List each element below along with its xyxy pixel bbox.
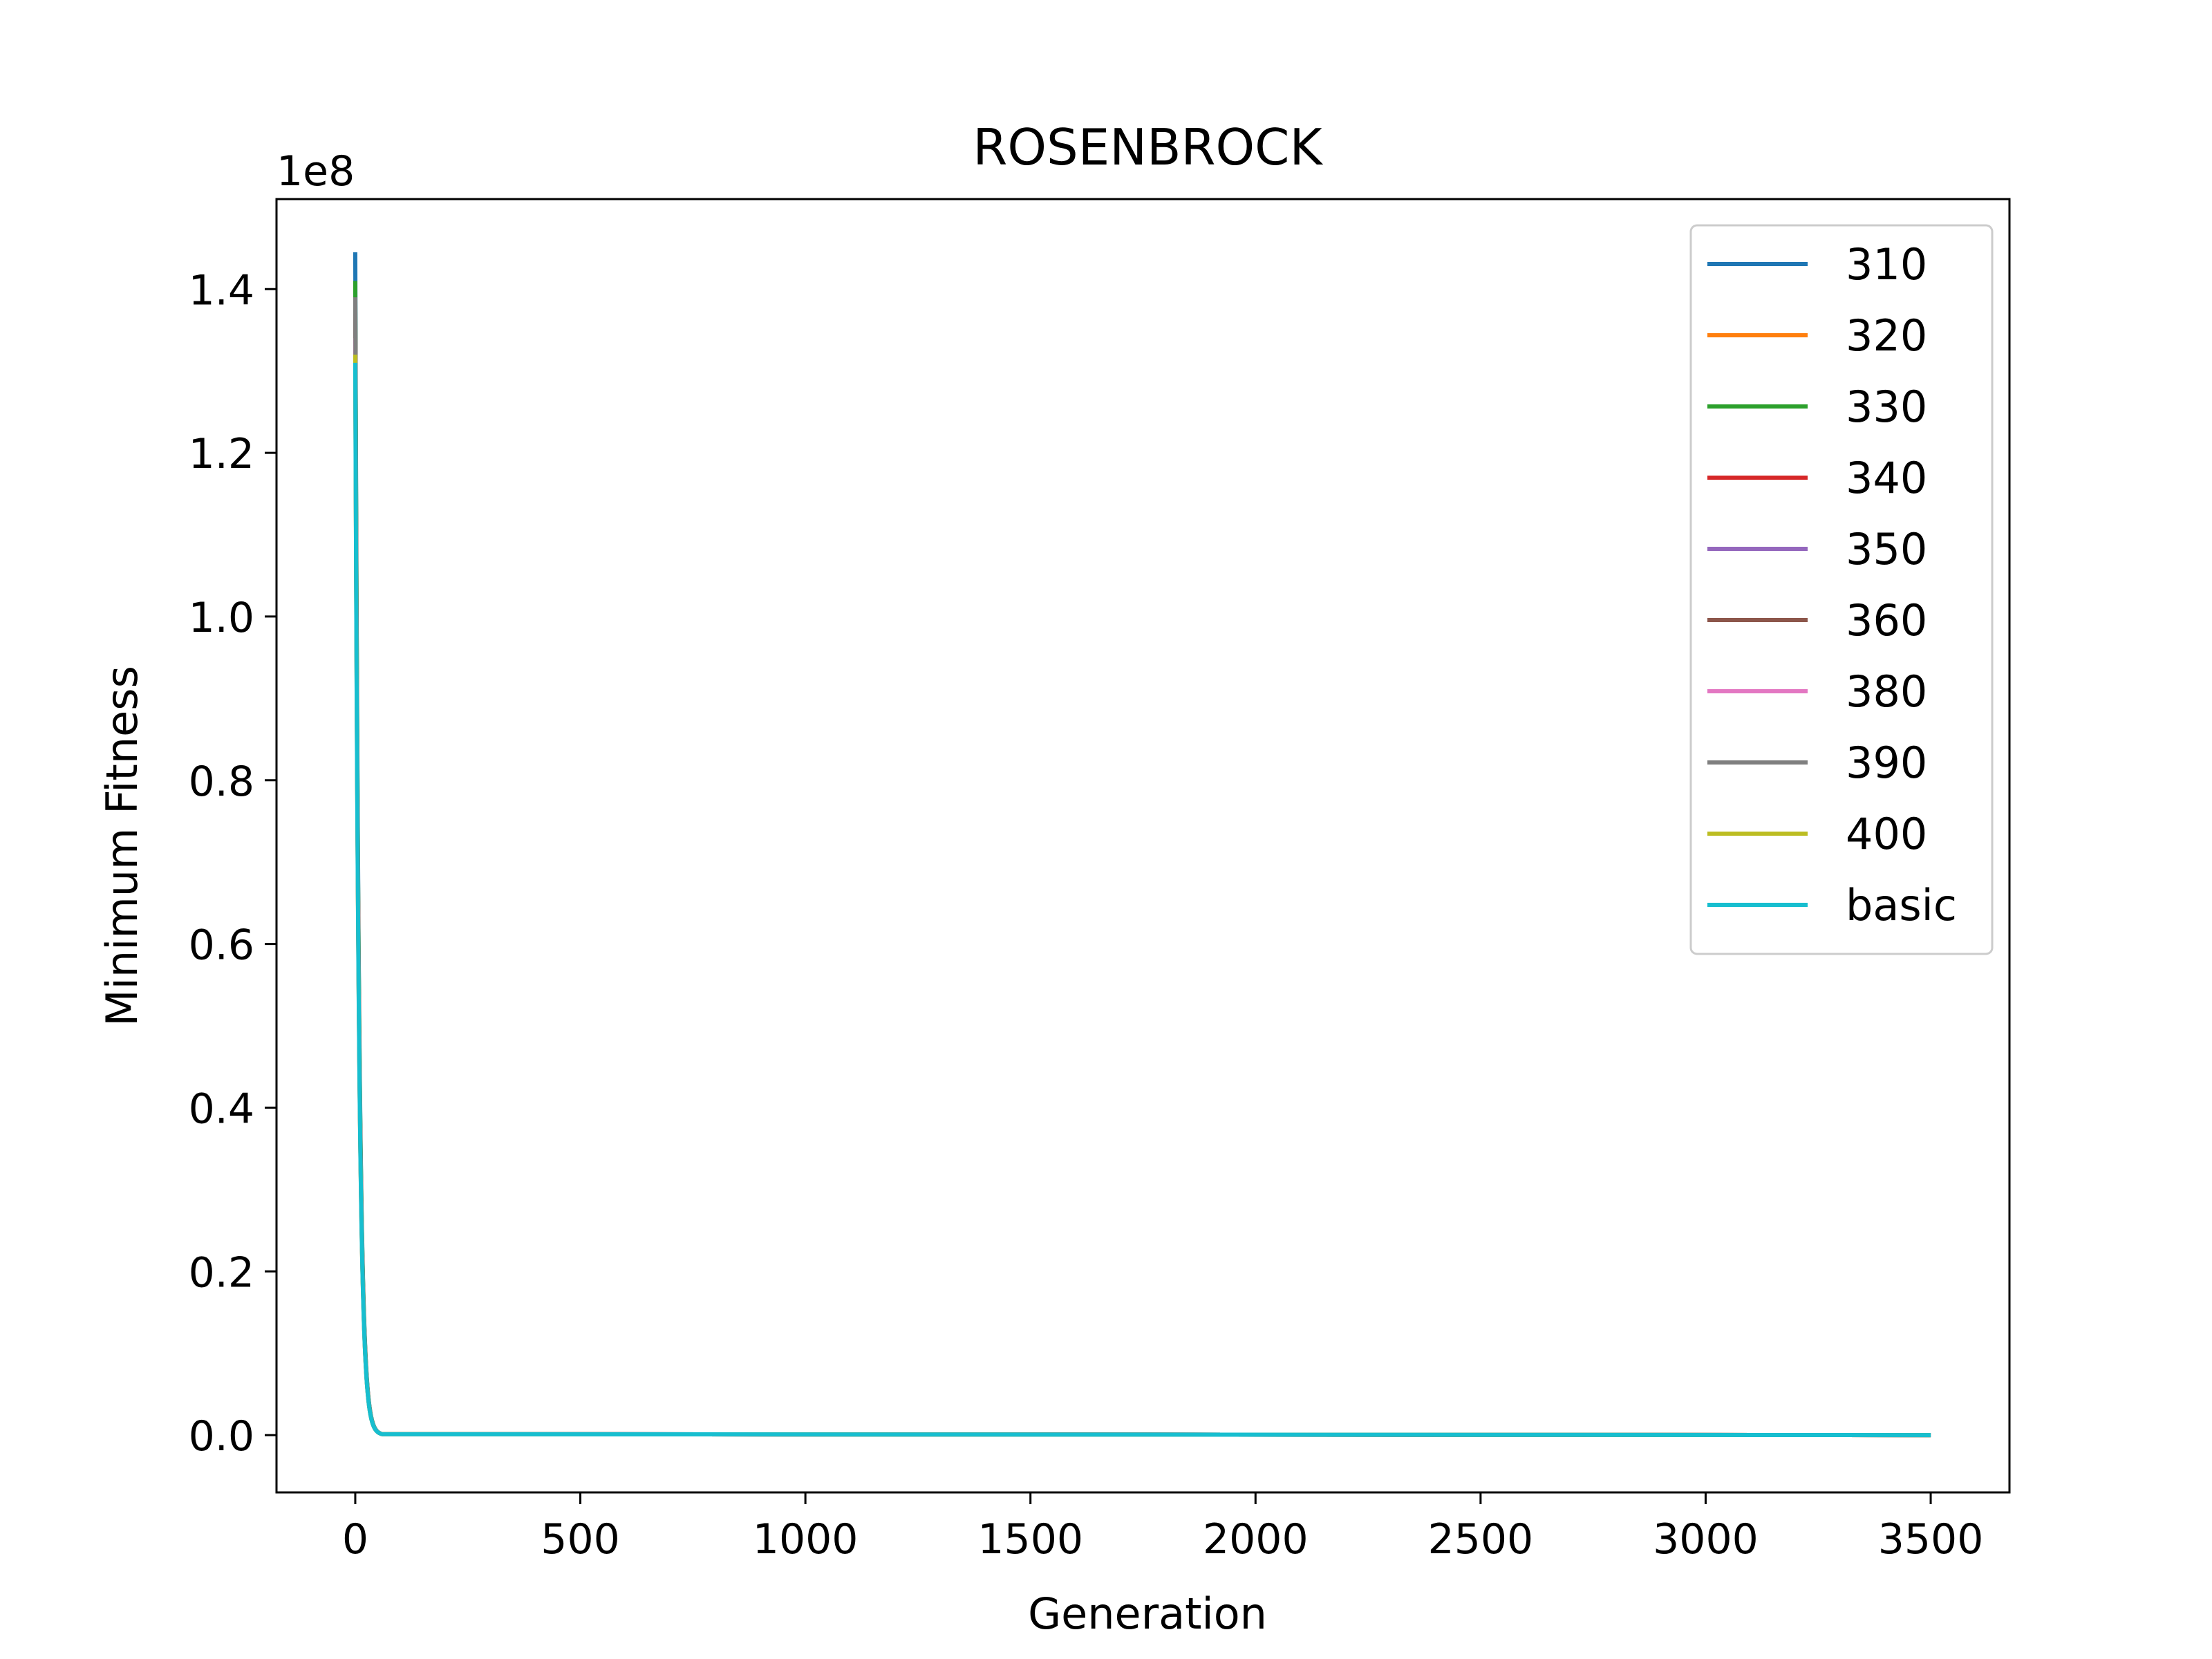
y-offset-label: 1e8 — [276, 147, 355, 196]
x-tick-label: 3000 — [1653, 1515, 1759, 1564]
y-axis: 0.0 0.2 0.4 0.6 0.8 1.0 1.2 1.4 — [189, 266, 276, 1461]
y-tick-label: 0.2 — [189, 1248, 254, 1297]
legend-label: 350 — [1846, 524, 1927, 574]
x-tick-label: 1500 — [977, 1515, 1083, 1564]
legend-label: basic — [1846, 880, 1957, 930]
legend-label: 390 — [1846, 738, 1927, 788]
legend-label: 340 — [1846, 453, 1927, 503]
legend-label: 400 — [1846, 809, 1927, 859]
legend-label: 310 — [1846, 239, 1927, 290]
series-line-basic — [353, 362, 1931, 1438]
y-tick-label: 0.6 — [189, 921, 254, 970]
x-tick-label: 3500 — [1878, 1515, 1984, 1564]
x-tick-label: 0 — [342, 1515, 368, 1564]
legend: 310 320 330 340 350 360 380 390 400 basic — [1689, 224, 1994, 955]
legend-label: 360 — [1846, 595, 1927, 646]
y-tick-label: 1.2 — [189, 430, 254, 478]
x-axis-label: Generation — [1028, 1588, 1267, 1639]
legend-label: 380 — [1846, 666, 1927, 717]
x-tick-label: 500 — [541, 1515, 620, 1564]
x-tick-label: 2000 — [1203, 1515, 1309, 1564]
legend-label: 330 — [1846, 382, 1927, 432]
y-tick-label: 0.4 — [189, 1085, 254, 1133]
legend-label: 320 — [1846, 310, 1927, 361]
y-tick-label: 0.0 — [189, 1412, 254, 1461]
x-axis: 0 500 1000 1500 2000 2500 3000 3500 — [342, 1492, 1984, 1564]
x-tick-label: 2500 — [1428, 1515, 1534, 1564]
y-axis-label: Minimum Fitness — [97, 666, 147, 1027]
y-tick-label: 1.0 — [189, 594, 254, 642]
y-tick-label: 1.4 — [189, 266, 254, 315]
y-tick-label: 0.8 — [189, 758, 254, 806]
chart-title: ROSENBROCK — [973, 118, 1323, 176]
series-layer — [353, 252, 1931, 1438]
plot-frame — [275, 198, 2011, 1494]
x-tick-label: 1000 — [753, 1515, 859, 1564]
